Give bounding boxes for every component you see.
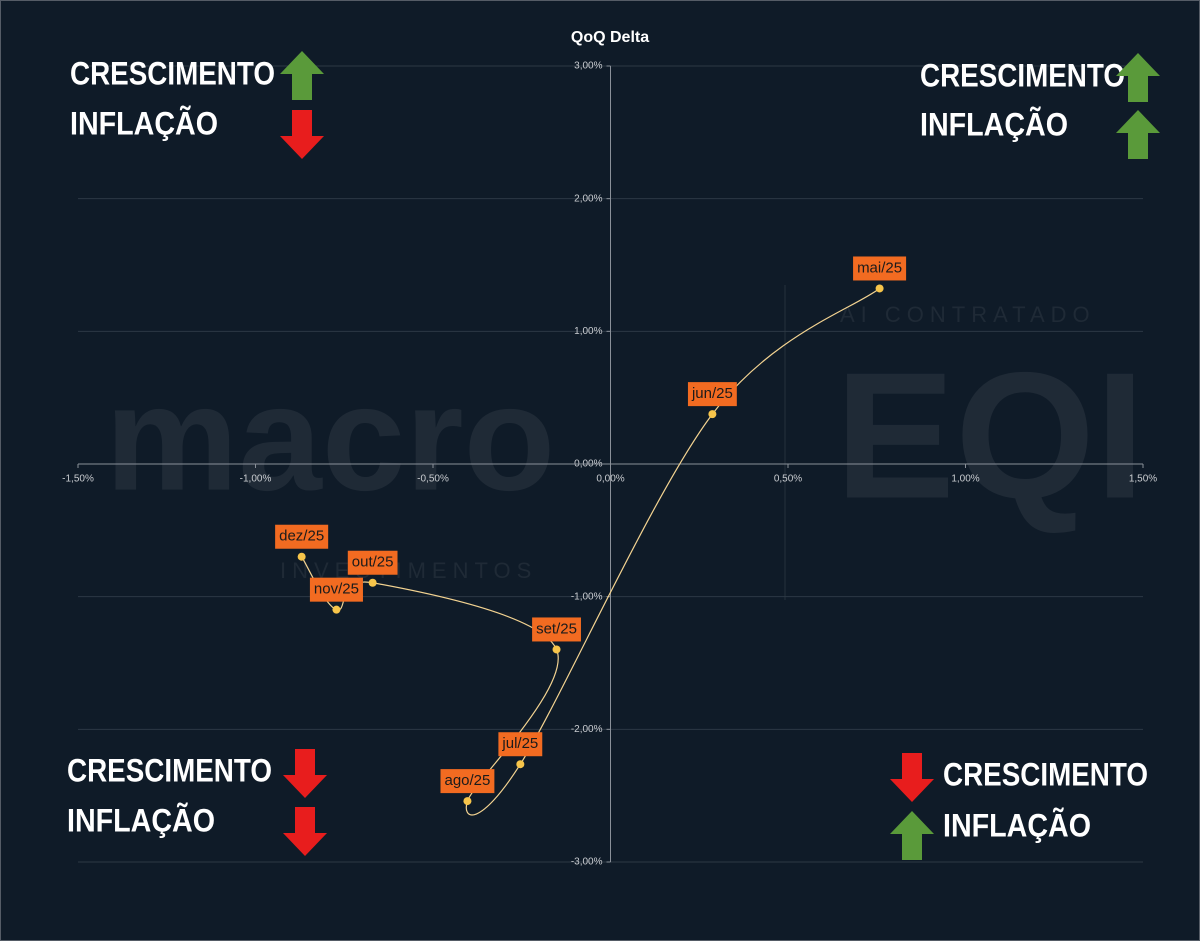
data-label-box	[275, 524, 329, 549]
data-label: jul/25	[498, 732, 543, 757]
data-label: ago/25	[440, 769, 495, 794]
quadrant-inflation: INFLAÇÃO	[70, 105, 218, 141]
watermark: AI CONTRATADO	[840, 302, 1096, 327]
quadrant-inflation: INFLAÇÃO	[920, 106, 1068, 142]
inflation-arrow	[1116, 110, 1160, 159]
data-point	[332, 605, 341, 614]
data-label: dez/25	[275, 524, 329, 549]
x-tick-label: -0,50%	[417, 474, 449, 485]
data-label: set/25	[532, 617, 581, 642]
data-label-box	[853, 256, 907, 281]
data-point	[368, 578, 377, 587]
quadrant-growth: CRESCIMENTO	[920, 57, 1125, 93]
data-label: jun/25	[687, 382, 737, 407]
quadrant-growth: CRESCIMENTO	[67, 752, 272, 788]
data-point	[552, 645, 561, 654]
data-label-text: jun/25	[691, 385, 733, 402]
data-label-box	[440, 769, 495, 794]
inflation-arrow	[280, 110, 324, 159]
data-label-text: set/25	[536, 620, 577, 637]
inflation-arrow	[283, 807, 327, 856]
x-tick-label: -1,50%	[62, 474, 94, 485]
y-tick-label: 2,00%	[574, 193, 602, 204]
data-point	[875, 284, 884, 293]
x-tick-label: 1,50%	[1129, 474, 1157, 485]
growth-arrow	[280, 51, 324, 100]
quadrant-growth: CRESCIMENTO	[70, 55, 275, 91]
growth-arrow	[1116, 53, 1160, 102]
quadrant-growth: CRESCIMENTO	[943, 756, 1148, 792]
data-label-box	[309, 577, 363, 602]
y-tick-label: -1,00%	[571, 591, 603, 602]
y-tick-label: 1,00%	[574, 326, 602, 337]
y-tick-label: -3,00%	[571, 857, 603, 868]
quadrant-inflation: INFLAÇÃO	[943, 807, 1091, 843]
chart-title: QoQ Delta	[571, 29, 649, 46]
y-tick-label: -2,00%	[571, 724, 603, 735]
x-tick-label: -1,00%	[240, 474, 272, 485]
data-point	[708, 410, 717, 419]
data-label-box	[347, 550, 398, 575]
data-point	[297, 552, 306, 561]
data-label-text: mai/25	[857, 259, 902, 276]
watermark: macro	[105, 354, 555, 522]
data-label-text: out/25	[352, 554, 394, 571]
data-label-text: dez/25	[279, 528, 324, 545]
growth-arrow	[283, 749, 327, 798]
data-label-text: ago/25	[444, 772, 490, 789]
data-label: mai/25	[853, 256, 907, 281]
watermark: EQI	[835, 336, 1145, 537]
data-label-box	[498, 732, 543, 757]
data-label-text: nov/25	[314, 581, 359, 598]
data-label: nov/25	[309, 577, 363, 602]
inflation-arrow	[890, 811, 934, 860]
data-label-box	[532, 617, 581, 642]
data-point	[516, 760, 525, 769]
data-point	[463, 797, 472, 806]
y-tick-label: 3,00%	[574, 61, 602, 72]
quadrant-inflation: INFLAÇÃO	[67, 802, 215, 838]
data-label-text: jul/25	[501, 735, 538, 752]
x-tick-label: 0,00%	[596, 474, 624, 485]
data-label: out/25	[347, 550, 398, 575]
data-label-box	[687, 382, 737, 407]
growth-arrow	[890, 753, 934, 802]
x-tick-label: 0,50%	[774, 474, 802, 485]
x-tick-label: 1,00%	[951, 474, 979, 485]
